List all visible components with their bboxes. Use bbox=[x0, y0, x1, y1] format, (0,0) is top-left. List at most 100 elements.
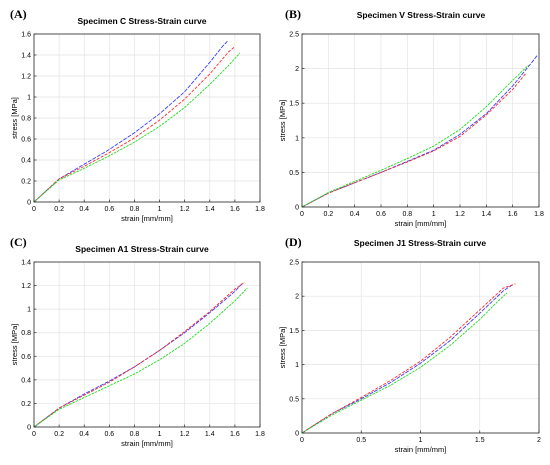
series-line-2 bbox=[301, 73, 527, 208]
panel-letter: (D) bbox=[285, 235, 302, 249]
chart-panel-c: (C) Specimen A1 Stress-Strain curve 0 0.2 0.… bbox=[10, 235, 265, 448]
x-tick-label: 0.8 bbox=[130, 431, 140, 438]
y-tick-label: 1.5 bbox=[289, 328, 299, 335]
y-tick-label: 0.4 bbox=[21, 377, 31, 384]
y-axis-label: stress [MPa] bbox=[10, 324, 19, 366]
x-tick-label: 0.5 bbox=[356, 437, 366, 444]
y-tick-label: 1.4 bbox=[21, 53, 31, 60]
series-line-3 bbox=[33, 287, 248, 428]
chart-title: Specimen C Stress-Strain curve bbox=[78, 16, 207, 26]
x-tick-label: 1.8 bbox=[534, 211, 544, 218]
x-tick-label: 0.4 bbox=[79, 431, 89, 438]
x-axis-label: strain [mm/mm] bbox=[121, 439, 173, 448]
x-tick-label: 1.5 bbox=[475, 437, 485, 444]
x-tick-label: 0.4 bbox=[350, 211, 360, 218]
y-tick-label: 1 bbox=[27, 95, 31, 102]
x-axis-label: strain [mm/mm] bbox=[395, 445, 447, 454]
y-tick-label: 0.5 bbox=[289, 396, 299, 403]
series-line-3 bbox=[301, 292, 508, 434]
plot-area bbox=[34, 262, 260, 427]
y-tick-label: 1.5 bbox=[289, 101, 299, 108]
x-tick-label: 1.2 bbox=[180, 206, 190, 213]
y-tick-label: 0 bbox=[295, 205, 299, 212]
panel-letter: (B) bbox=[285, 7, 301, 21]
series-line-3 bbox=[301, 64, 529, 208]
series-line-1 bbox=[33, 41, 228, 203]
y-tick-label: 0.4 bbox=[21, 158, 31, 165]
chart-title: Specimen A1 Stress-Strain curve bbox=[75, 244, 209, 254]
y-tick-label: 0.8 bbox=[21, 330, 31, 337]
x-tick-label: 0.6 bbox=[104, 206, 114, 213]
y-tick-label: 0.5 bbox=[289, 170, 299, 177]
chart-panel-d: (D) Specimen J1 Stress-Strain curve 0 0.5 1 1… bbox=[278, 235, 541, 454]
x-tick-label: 0 bbox=[32, 206, 36, 213]
y-tick-label: 2.5 bbox=[289, 260, 299, 267]
plot-area bbox=[302, 34, 539, 207]
series-line-2 bbox=[301, 283, 516, 434]
y-tick-label: 0.6 bbox=[21, 137, 31, 144]
y-tick-label: 0 bbox=[27, 425, 31, 432]
y-tick-label: 2.5 bbox=[289, 32, 299, 39]
x-axis-label: strain [mm/mm] bbox=[121, 214, 173, 223]
x-tick-label: 1.6 bbox=[508, 211, 518, 218]
y-axis-label: stress [MPa] bbox=[278, 100, 287, 142]
chart-panel-a: (A) Specimen C Stress-Strain curve 0 0.2 0.4… bbox=[10, 7, 265, 223]
chart-panel-b: (B) Specimen V Stress-Strain curve 0 0.2 0.4… bbox=[278, 7, 544, 228]
y-tick-label: 0 bbox=[27, 200, 31, 207]
x-tick-label: 1.6 bbox=[230, 206, 240, 213]
x-tick-label: 0 bbox=[300, 211, 304, 218]
y-axis-label: stress [MPa] bbox=[10, 97, 19, 139]
x-tick-label: 0.8 bbox=[402, 211, 412, 218]
chart-title: Specimen J1 Stress-Strain curve bbox=[354, 238, 487, 248]
y-tick-label: 0 bbox=[295, 431, 299, 438]
x-tick-label: 0 bbox=[300, 437, 304, 444]
series-line-1 bbox=[301, 54, 539, 208]
y-tick-label: 1.2 bbox=[21, 74, 31, 81]
x-tick-label: 1.8 bbox=[255, 431, 265, 438]
panel-letter: (C) bbox=[10, 235, 27, 249]
x-tick-label: 1.4 bbox=[205, 431, 215, 438]
y-tick-label: 1 bbox=[27, 307, 31, 314]
x-tick-label: 1 bbox=[158, 206, 162, 213]
x-tick-label: 1.6 bbox=[230, 431, 240, 438]
x-axis-label: strain [mm/mm] bbox=[395, 219, 447, 228]
x-tick-label: 1 bbox=[432, 211, 436, 218]
x-tick-label: 0.2 bbox=[323, 211, 333, 218]
x-tick-label: 1.4 bbox=[481, 211, 491, 218]
chart-title: Specimen V Stress-Strain curve bbox=[357, 10, 486, 20]
x-tick-label: 0.2 bbox=[54, 206, 64, 213]
x-tick-label: 1.4 bbox=[205, 206, 215, 213]
axes-box bbox=[301, 33, 540, 208]
x-tick-label: 0.6 bbox=[104, 431, 114, 438]
series-line-1 bbox=[301, 284, 514, 434]
y-tick-label: 1.6 bbox=[21, 32, 31, 39]
y-tick-label: 1.2 bbox=[21, 283, 31, 290]
x-tick-label: 1 bbox=[419, 437, 423, 444]
x-tick-label: 1.2 bbox=[455, 211, 465, 218]
y-tick-label: 1 bbox=[295, 135, 299, 142]
x-tick-label: 1.8 bbox=[255, 206, 265, 213]
x-tick-label: 2 bbox=[537, 437, 541, 444]
series-line-2 bbox=[33, 281, 246, 428]
series-line-2 bbox=[33, 46, 236, 203]
y-tick-label: 1 bbox=[295, 362, 299, 369]
y-tick-label: 1.4 bbox=[21, 260, 31, 267]
x-tick-label: 0.8 bbox=[130, 206, 140, 213]
x-tick-label: 1 bbox=[158, 431, 162, 438]
axes-box bbox=[33, 261, 261, 428]
y-axis-label: stress [MPa] bbox=[278, 327, 287, 369]
series-line-3 bbox=[33, 52, 241, 203]
y-tick-label: 2 bbox=[295, 294, 299, 301]
y-tick-label: 2 bbox=[295, 66, 299, 73]
x-tick-label: 0 bbox=[32, 431, 36, 438]
x-tick-label: 0.6 bbox=[376, 211, 386, 218]
panel-letter: (A) bbox=[10, 7, 27, 21]
x-tick-label: 0.2 bbox=[54, 431, 64, 438]
x-tick-label: 1.2 bbox=[180, 431, 190, 438]
y-tick-label: 0.6 bbox=[21, 354, 31, 361]
x-tick-label: 0.4 bbox=[79, 206, 89, 213]
y-tick-label: 0.2 bbox=[21, 179, 31, 186]
y-tick-label: 0.2 bbox=[21, 401, 31, 408]
y-tick-label: 0.8 bbox=[21, 116, 31, 123]
